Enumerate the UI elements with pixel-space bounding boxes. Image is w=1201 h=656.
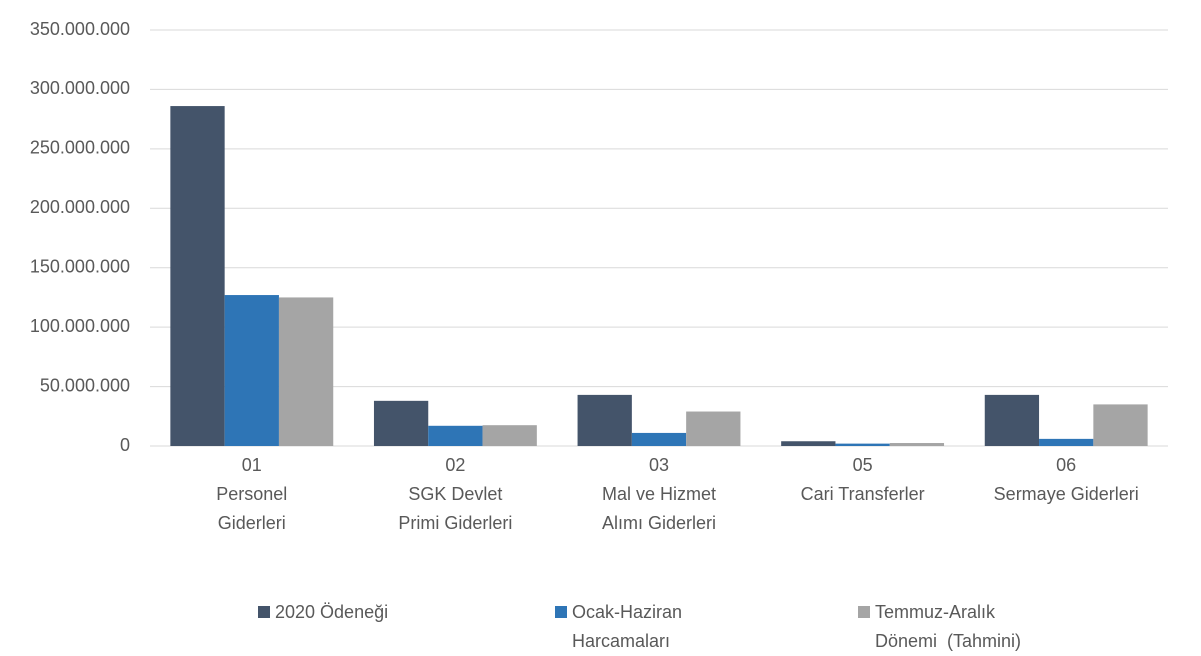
- x-tick-label: Personel: [216, 484, 287, 504]
- bar: [482, 425, 537, 446]
- bar: [835, 443, 890, 446]
- bar: [781, 441, 836, 446]
- x-tick-label: 06: [1056, 455, 1076, 475]
- x-tick-label: Primi Giderleri: [398, 513, 512, 533]
- legend-label: 2020 Ödeneği: [275, 602, 389, 622]
- legend-label: Ocak-Haziran Harcamaları: [572, 602, 688, 651]
- bar: [686, 411, 741, 446]
- bar: [278, 297, 334, 446]
- bar: [170, 106, 225, 446]
- y-tick-label: 250.000.000: [30, 138, 130, 158]
- bar: [428, 425, 483, 446]
- x-tick-label: 03: [649, 455, 669, 475]
- bar: [1093, 404, 1148, 446]
- x-tick-label: 02: [445, 455, 465, 475]
- bar: [984, 394, 1040, 446]
- legend-swatch: [258, 606, 270, 618]
- x-tick-label: 01: [242, 455, 262, 475]
- legend-item: Ocak-Haziran Harcamaları: [555, 598, 737, 656]
- chart: 0 50.000.000 100.000.000 150.000.000 200.000…: [30, 19, 1168, 533]
- x-tick-label: Cari Transferler: [801, 484, 925, 504]
- legend-item: 2020 Ödeneği: [258, 598, 475, 627]
- bar: [889, 443, 945, 446]
- y-tick-label: 100.000.000: [30, 316, 130, 336]
- y-tick-label: 350.000.000: [30, 19, 130, 39]
- y-tick-label: 200.000.000: [30, 197, 130, 217]
- bar: [1039, 438, 1094, 446]
- y-tick-label: 150.000.000: [30, 256, 130, 276]
- x-tick-label: Alımı Giderleri: [602, 513, 716, 533]
- x-tick-label: Giderleri: [218, 513, 286, 533]
- bar: [577, 394, 632, 446]
- y-tick-label: 300.000.000: [30, 78, 130, 98]
- y-tick-label: 0: [120, 435, 130, 455]
- legend-swatch: [555, 606, 567, 618]
- x-tick-label: SGK Devlet: [408, 484, 502, 504]
- x-tick-label: Sermaye Giderleri: [994, 484, 1139, 504]
- bar: [224, 295, 279, 446]
- legend-label: Temmuz-Aralık Dönemi (Tahmini): [875, 602, 1022, 651]
- x-tick-label: Mal ve Hizmet: [602, 484, 716, 504]
- y-tick-label: 50.000.000: [40, 375, 130, 395]
- legend-item: Temmuz-Aralık Dönemi (Tahmini): [858, 598, 1040, 656]
- x-tick-label: 05: [853, 455, 873, 475]
- legend-swatch: [858, 606, 870, 618]
- bar: [631, 432, 687, 446]
- bar: [373, 400, 429, 446]
